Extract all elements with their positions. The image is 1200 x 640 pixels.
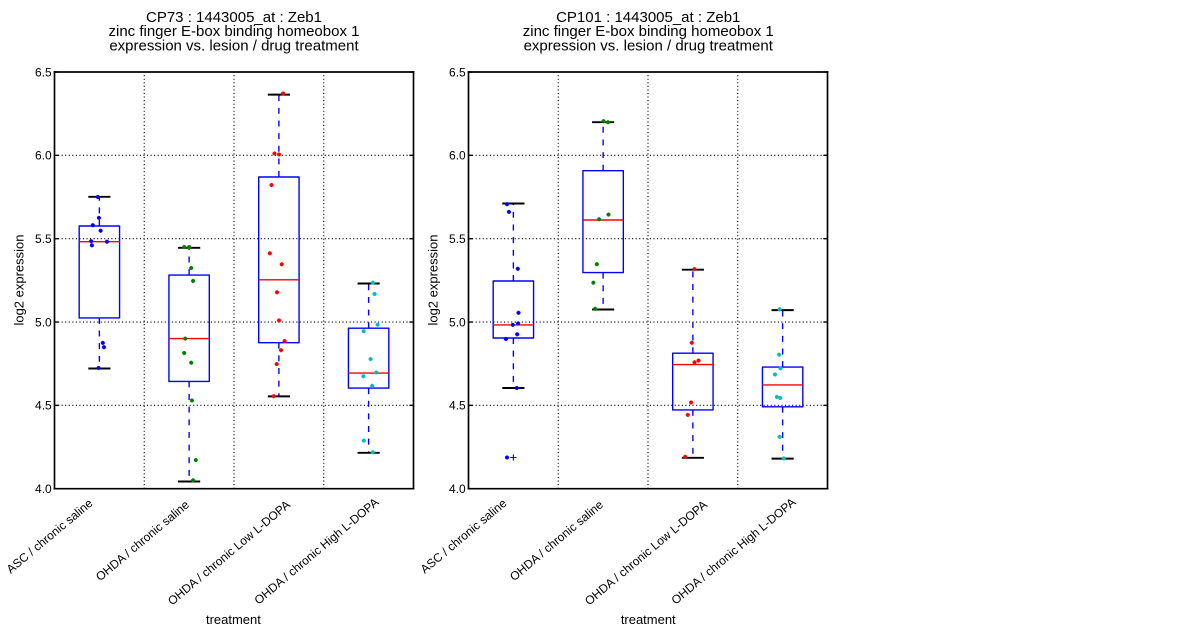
svg-text:4.5: 4.5 [35, 399, 52, 413]
svg-text:4.5: 4.5 [449, 399, 466, 413]
svg-text:treatment: treatment [206, 612, 261, 627]
svg-text:CP101 : 1443005_at : Zeb1: CP101 : 1443005_at : Zeb1 [556, 9, 740, 26]
svg-text:6.0: 6.0 [449, 149, 466, 163]
svg-text:5.5: 5.5 [35, 232, 52, 246]
svg-text:4.0: 4.0 [35, 482, 52, 496]
svg-text:CP73 : 1443005_at : Zeb1: CP73 : 1443005_at : Zeb1 [146, 9, 322, 26]
svg-text:5.0: 5.0 [449, 315, 466, 329]
svg-text:expression vs. lesion / drug t: expression vs. lesion / drug treatment [109, 37, 359, 54]
svg-text:6.0: 6.0 [35, 149, 52, 163]
svg-text:4.0: 4.0 [449, 482, 466, 496]
svg-text:6.5: 6.5 [35, 65, 52, 79]
svg-text:log2 expression: log2 expression [12, 235, 27, 326]
svg-text:5.0: 5.0 [35, 315, 52, 329]
svg-text:zinc finger E-box binding home: zinc finger E-box binding homeobox 1 [523, 23, 774, 40]
svg-text:6.5: 6.5 [449, 65, 466, 79]
svg-text:zinc finger E-box binding home: zinc finger E-box binding homeobox 1 [108, 23, 359, 40]
svg-text:5.5: 5.5 [449, 232, 466, 246]
svg-text:expression vs. lesion / drug t: expression vs. lesion / drug treatment [524, 37, 774, 54]
svg-text:treatment: treatment [621, 612, 676, 627]
svg-text:log2 expression: log2 expression [426, 235, 441, 326]
